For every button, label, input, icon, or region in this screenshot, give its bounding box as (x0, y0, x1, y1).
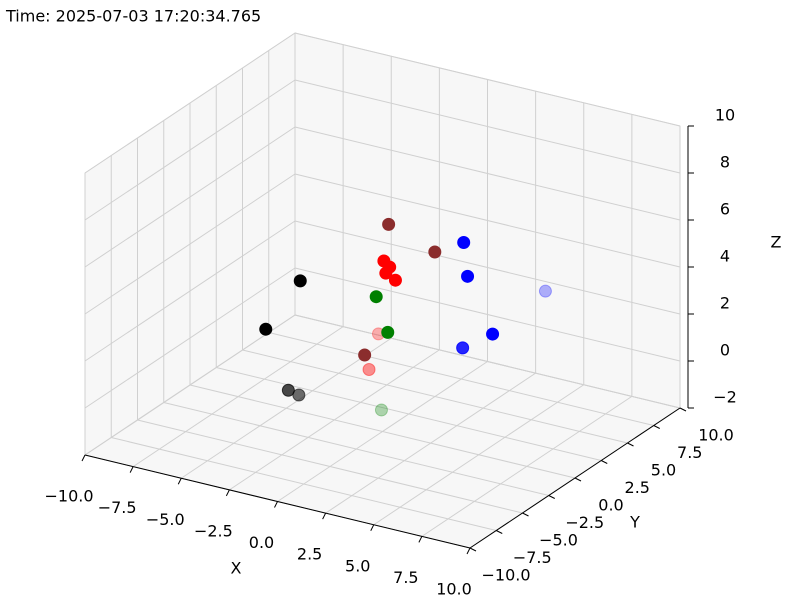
y-tick (469, 547, 477, 552)
y-tick-label: −2.5 (565, 513, 604, 532)
x-tick-label: 7.5 (393, 568, 418, 587)
x-tick-label: 0.0 (249, 533, 274, 552)
x-tick (274, 501, 278, 508)
grid-line (294, 79, 681, 174)
y-tick-label: −7.5 (513, 548, 552, 567)
y-tick-label: −10.0 (481, 566, 530, 585)
x-tick (370, 524, 375, 531)
y-tick-label: 0.0 (598, 496, 623, 515)
points (259, 217, 552, 417)
grid-line (163, 402, 549, 496)
y-tick (601, 460, 608, 464)
y-tick-label: −5.0 (539, 531, 578, 550)
grid-line (84, 173, 296, 315)
grid-line (84, 267, 296, 409)
point (374, 403, 388, 417)
point (381, 325, 395, 339)
grid-line (216, 367, 602, 461)
y-tick (574, 477, 582, 482)
grid-line (84, 314, 296, 456)
y-tick (548, 495, 555, 499)
y-tick (679, 407, 687, 412)
point (281, 383, 295, 397)
x-tick-label: −5.0 (146, 510, 185, 529)
point (457, 236, 471, 250)
z-tick-label: −2 (713, 388, 737, 407)
x-tick-label: −2.5 (194, 521, 233, 540)
point (461, 269, 475, 283)
y-tick-label: 7.5 (677, 443, 702, 462)
grid-line (84, 32, 296, 174)
z-axis-label: Z (771, 233, 782, 252)
point (362, 362, 376, 376)
grid-line (294, 173, 681, 268)
grid-line (268, 332, 654, 426)
chart-title: Time: 2025-07-03 17:20:34.765 (5, 7, 261, 26)
z-tick-label: 6 (720, 200, 730, 219)
grid-line (294, 267, 681, 362)
y-tick-label: 10.0 (698, 426, 734, 445)
y-tick-label: 2.5 (625, 478, 650, 497)
grid-line (294, 32, 681, 127)
y-tick (627, 442, 634, 447)
z-tick-label: 0 (720, 341, 730, 360)
z-tick-label: 4 (720, 247, 730, 266)
x-tick-label: −10.0 (44, 487, 93, 506)
point (486, 327, 500, 341)
grid-line (84, 79, 296, 221)
z-tick-label: 8 (720, 153, 730, 172)
y-tick (522, 512, 529, 517)
grid-line (137, 419, 523, 514)
x-tick (466, 547, 471, 555)
point (292, 388, 306, 402)
grid-line (294, 126, 681, 221)
y-axis-label: Y (629, 513, 640, 532)
point (538, 284, 552, 298)
point (358, 348, 372, 362)
point (428, 245, 442, 259)
x-tick-label: −7.5 (98, 498, 137, 517)
point (259, 322, 273, 336)
ticks: −10.0−7.5−5.0−2.50.02.55.07.510.0−10.0−7… (44, 106, 736, 599)
point (382, 217, 396, 231)
grid-line (189, 384, 576, 479)
point (388, 273, 402, 287)
z-tick-label: 2 (720, 294, 730, 313)
x-tick (177, 478, 182, 485)
x-tick (322, 512, 327, 520)
z-tick-label: 10 (715, 106, 735, 125)
x-tick (418, 536, 423, 543)
x-axis-label: X (231, 559, 242, 578)
grid-line (294, 314, 681, 409)
x-tick (129, 466, 134, 473)
y-tick-label: 5.0 (651, 461, 676, 480)
grid-line (84, 126, 296, 268)
x-tick-label: 5.0 (345, 556, 370, 575)
grid-line (84, 220, 296, 362)
point (379, 266, 393, 280)
grid-line (294, 220, 681, 315)
y-tick (653, 425, 660, 429)
x-tick (81, 454, 86, 462)
panes (83, 32, 682, 549)
x-tick-label: 10.0 (436, 580, 472, 599)
point (369, 290, 383, 304)
point (456, 341, 470, 355)
grid-line (242, 349, 628, 444)
x-tick (225, 489, 230, 497)
point (293, 274, 307, 288)
grid-line (111, 437, 497, 531)
x-tick-label: 2.5 (297, 545, 322, 564)
y-tick (496, 530, 503, 534)
